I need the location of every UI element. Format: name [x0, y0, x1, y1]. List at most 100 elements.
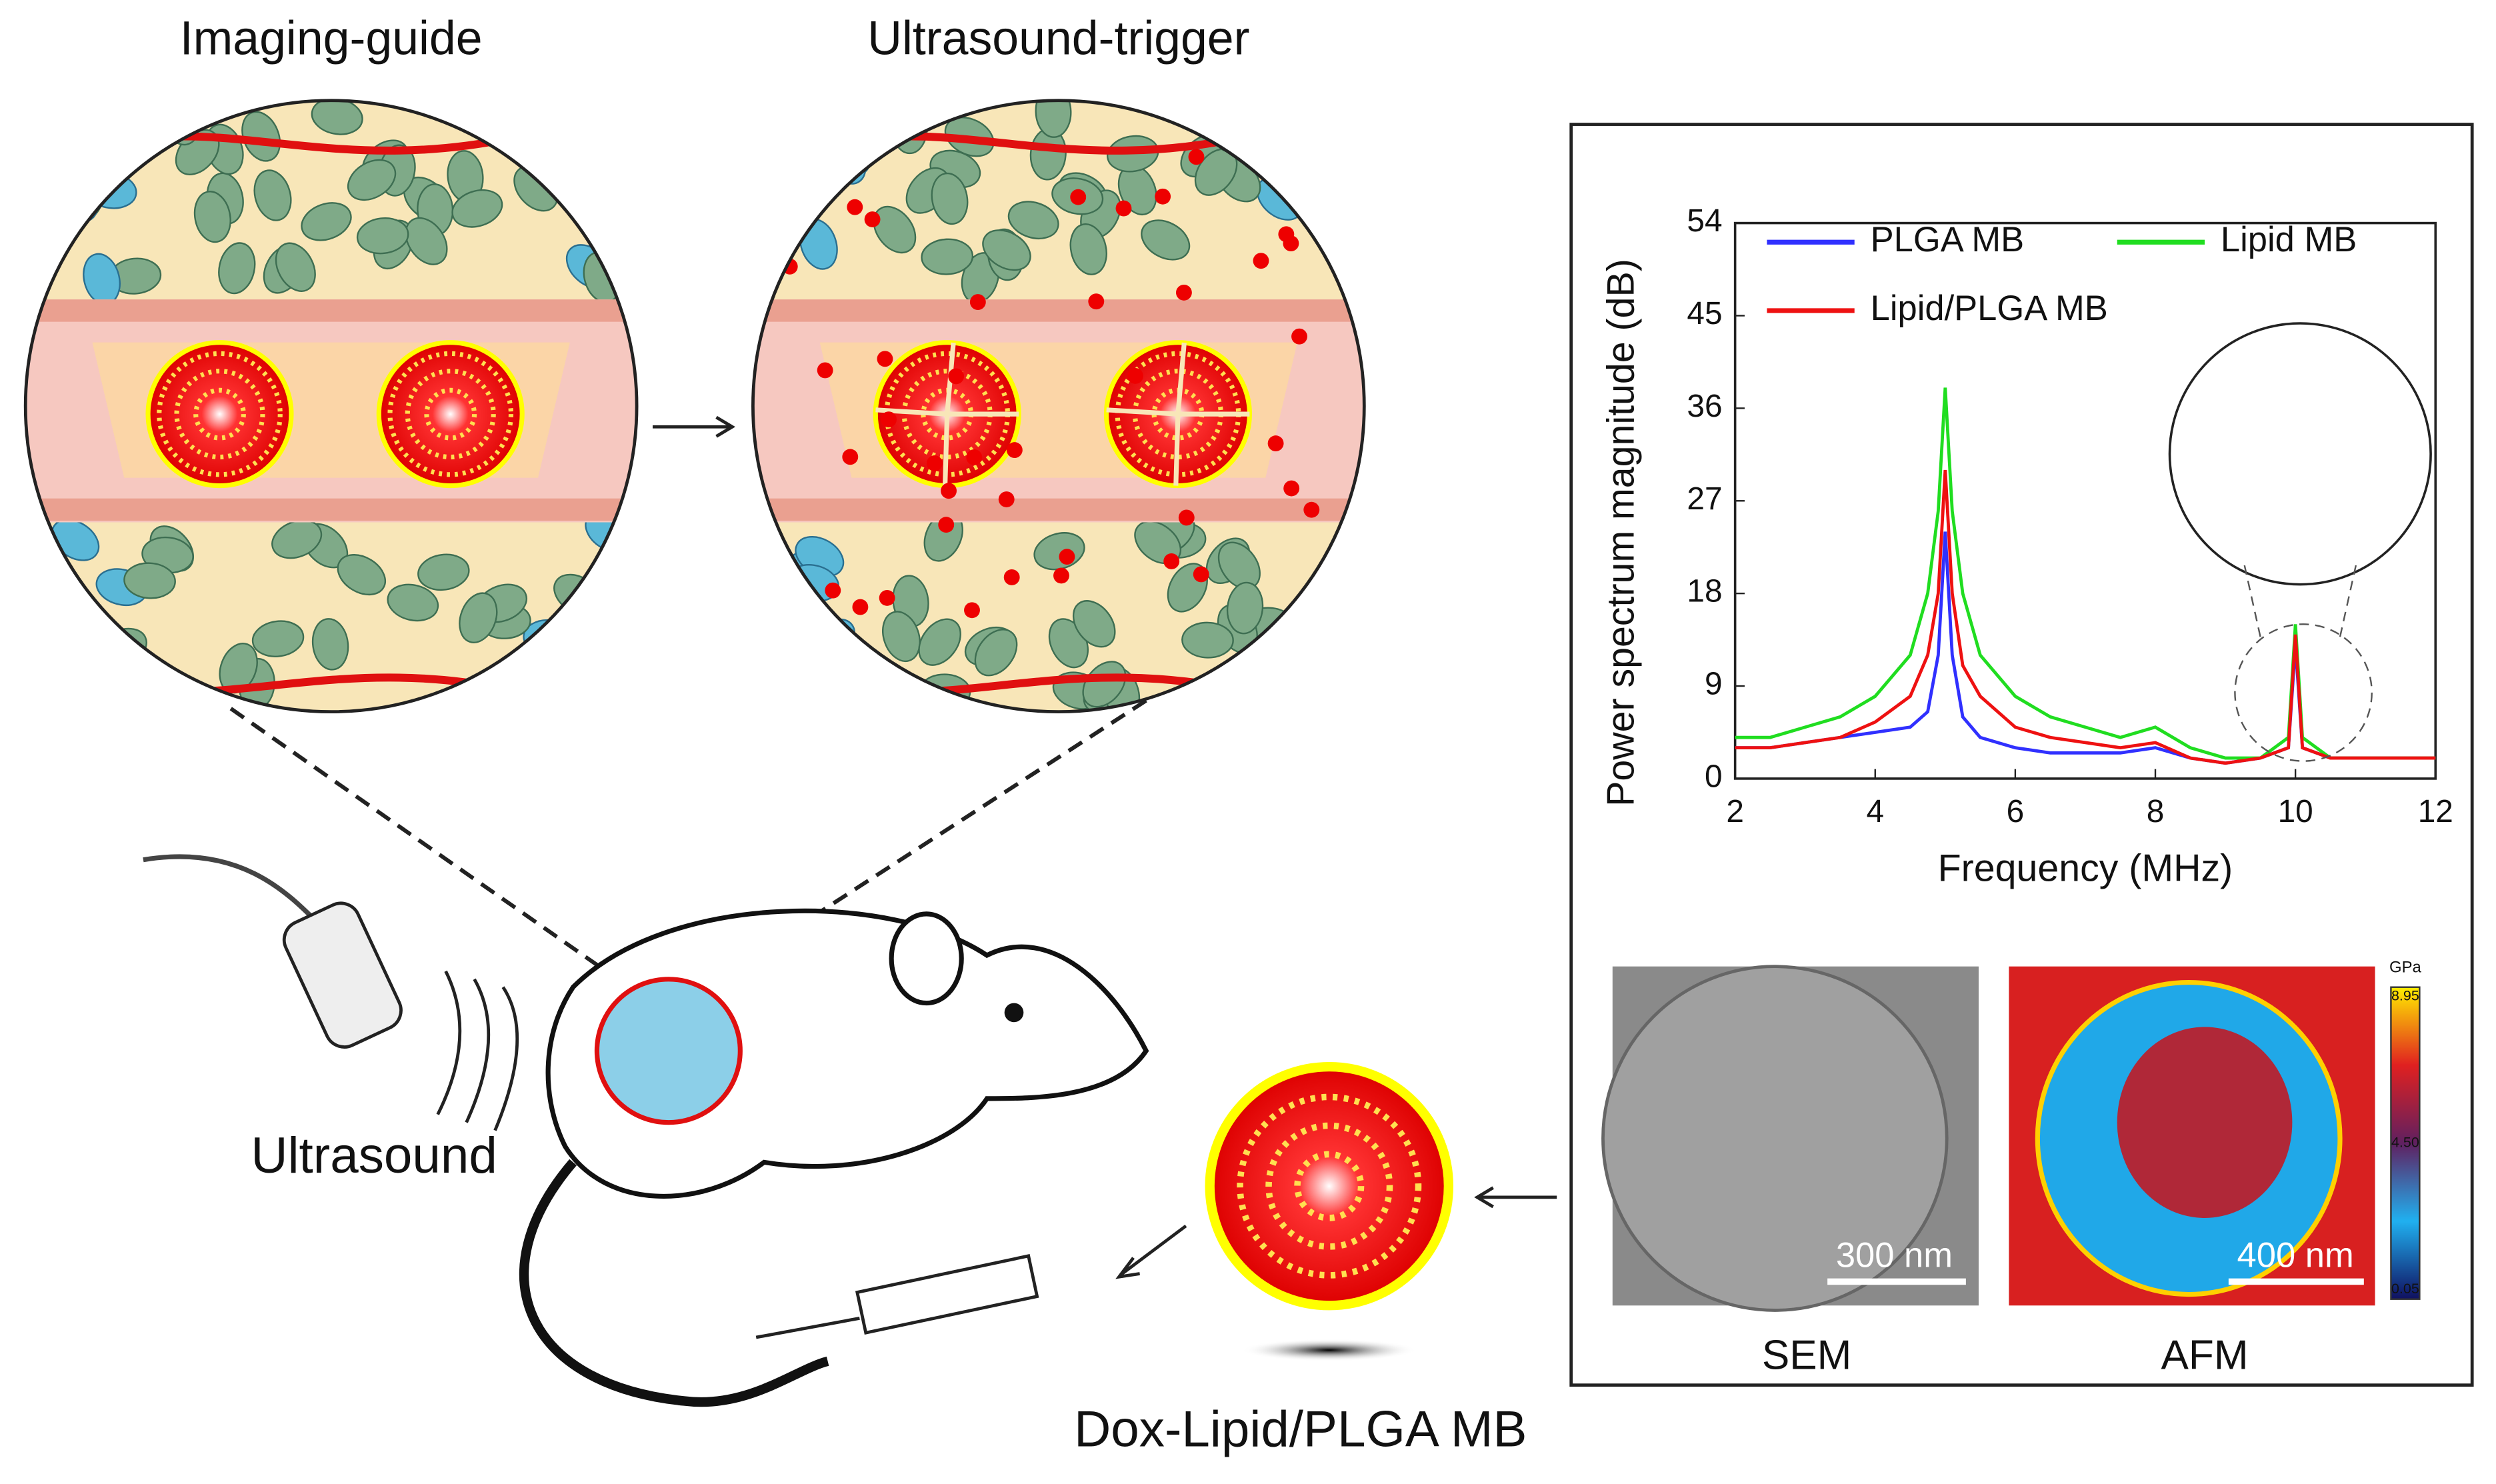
drug — [1127, 367, 1143, 384]
cell — [982, 229, 1031, 271]
cell — [337, 553, 386, 596]
cell — [459, 592, 498, 643]
cell — [1069, 223, 1107, 275]
cell — [1181, 621, 1234, 659]
cell — [1035, 100, 1072, 138]
needle — [755, 1317, 860, 1339]
legend-label: Lipid MB — [2221, 220, 2357, 259]
x-tick-label: 8 — [2147, 794, 2165, 829]
panel-title: Imaging-guide — [180, 11, 483, 65]
inset-link — [2243, 565, 2357, 637]
drug — [1003, 569, 1020, 585]
drug — [948, 368, 965, 385]
cell — [1141, 219, 1191, 261]
cell — [592, 574, 635, 623]
bubble-ring — [174, 369, 265, 460]
cell — [87, 648, 125, 701]
cell — [563, 640, 607, 687]
cell — [253, 169, 292, 221]
cell — [387, 583, 439, 622]
colorbar-tick-label: 8.95 — [2391, 988, 2419, 1004]
chart: 2 4 6 8 10 12 0 9 18 27 36 45 54 Frequency (MHz) Power… — [1600, 203, 2453, 889]
drug — [926, 455, 943, 471]
cell — [301, 202, 352, 241]
cell — [311, 100, 363, 135]
shadow — [1241, 1339, 1417, 1361]
y-tick-label: 27 — [1687, 481, 1722, 517]
cell — [753, 146, 788, 191]
colorbar-tick-label: 4.50 — [2391, 1134, 2419, 1150]
panel-title: Ultrasound-trigger — [867, 11, 1249, 65]
endothelium — [753, 299, 1365, 322]
cell — [811, 100, 849, 148]
cell — [571, 612, 612, 663]
bubble-ring — [1294, 1151, 1365, 1221]
tumor — [594, 977, 743, 1125]
drug — [998, 491, 1015, 507]
cell — [1082, 661, 1127, 708]
drug — [842, 449, 859, 465]
drug — [1006, 442, 1023, 459]
cell — [594, 617, 637, 663]
syringe — [855, 1254, 1039, 1335]
cell — [1226, 581, 1264, 635]
x-tick-label: 6 — [2007, 794, 2025, 829]
drug — [877, 351, 893, 367]
inset-source — [2234, 623, 2373, 762]
cell — [43, 130, 91, 174]
drug — [1070, 189, 1087, 205]
mouse-ear — [889, 911, 964, 1006]
x-tick-label: 10 — [2278, 794, 2313, 829]
cell — [466, 676, 519, 712]
arrow — [1115, 1224, 1187, 1279]
image-label: AFM — [2161, 1332, 2249, 1378]
y-axis-label: Power spectrum magnitude (dB) — [1600, 259, 1643, 807]
drug — [1188, 149, 1205, 165]
drug — [864, 211, 881, 227]
colorbar — [2390, 986, 2421, 1300]
drug — [817, 362, 833, 379]
cell — [604, 127, 637, 177]
colorbar-unit: GPa — [2389, 958, 2421, 976]
y-tick-label: 45 — [1687, 296, 1722, 331]
cell — [1336, 168, 1365, 219]
cell — [753, 191, 796, 231]
drug — [969, 294, 986, 310]
cell — [587, 153, 637, 194]
cell — [451, 189, 503, 228]
crack — [1175, 342, 1187, 415]
microbubble — [1205, 1061, 1454, 1311]
wave — [493, 986, 519, 1131]
sem-particle — [1601, 965, 1949, 1312]
x-tick-label: 4 — [1866, 794, 1884, 829]
cell — [783, 169, 836, 206]
drug — [852, 599, 869, 615]
x-tick-label: 2 — [1726, 794, 1744, 829]
cell — [271, 519, 323, 559]
drug — [1163, 553, 1180, 569]
cell — [85, 100, 137, 131]
cell — [25, 579, 55, 629]
cell — [25, 195, 59, 233]
y-tick-label: 54 — [1687, 203, 1722, 239]
cell — [931, 172, 969, 225]
cell — [275, 242, 316, 292]
cell — [417, 553, 470, 591]
cell — [561, 667, 612, 707]
bubble-ring — [157, 351, 283, 477]
mouse-tail — [519, 1159, 829, 1407]
microbubble — [145, 340, 294, 489]
cell — [98, 100, 135, 147]
bubble-ring — [1237, 1093, 1422, 1279]
endothelium — [25, 498, 637, 521]
drug — [1193, 566, 1209, 583]
drug — [941, 483, 957, 499]
drug — [1175, 284, 1192, 301]
cell — [356, 217, 409, 255]
panel-frame — [1569, 123, 2474, 1387]
mouse-eye — [1004, 1003, 1024, 1023]
cell — [251, 620, 305, 657]
drug — [1088, 293, 1105, 310]
drug — [966, 449, 983, 465]
